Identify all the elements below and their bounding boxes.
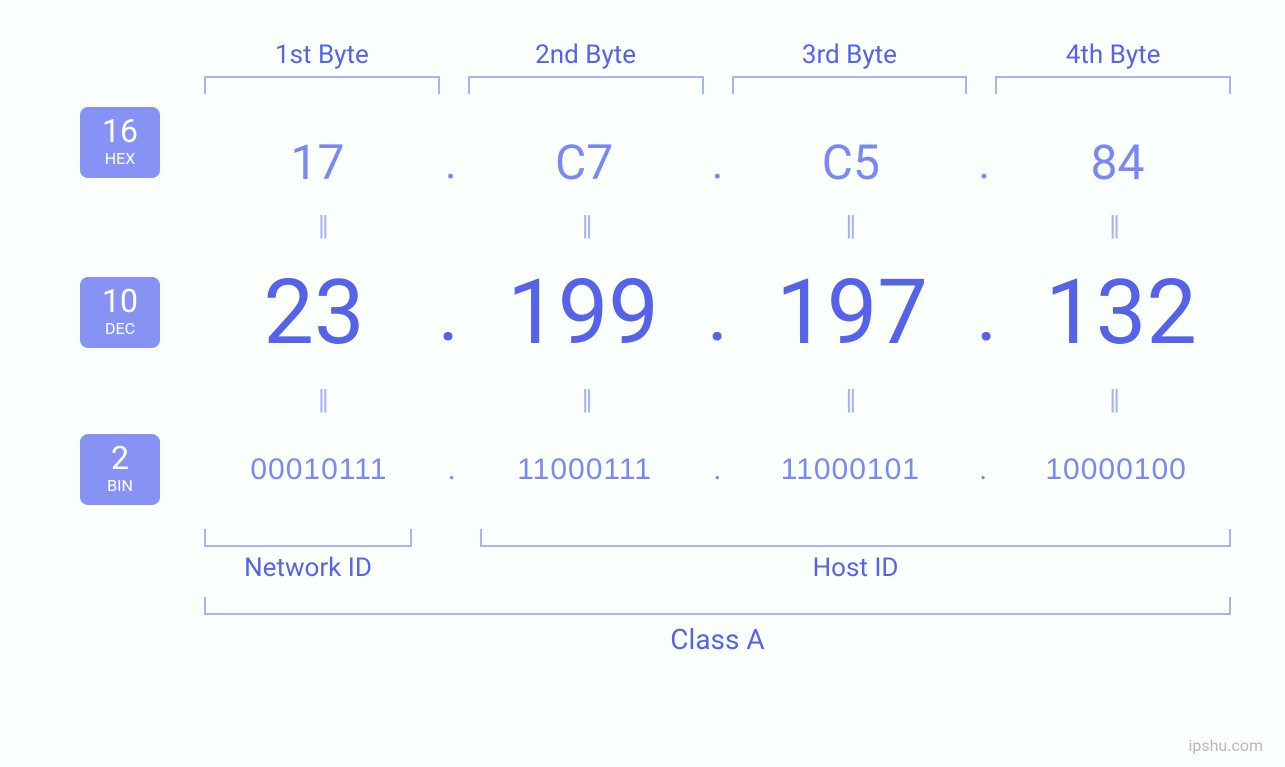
bin-byte-2: 11000111 [456,453,714,487]
dec-byte-2: 199 [459,260,707,365]
watermark: ipshu.com [1188,736,1263,755]
class-row: Class A [190,597,1245,656]
bracket-icon [204,76,440,94]
bin-badge-base: 2 [80,442,160,474]
dec-byte-1: 23 [190,260,438,365]
hex-byte-1: 17 [190,134,445,191]
equals-icon: || [981,191,1245,260]
equals-row-1: || || || || [190,191,1245,260]
id-row: Network ID Host ID [190,515,1245,583]
dot-separator: . [448,452,456,487]
dec-badge-base: 10 [80,285,160,317]
bin-badge: 2 BIN [80,434,160,505]
bracket-icon [480,529,1231,547]
bracket-icon [204,529,412,547]
dot-separator: . [707,266,728,360]
class-label: Class A [190,623,1245,656]
dot-separator: . [438,266,459,360]
dec-badge: 10 DEC [80,277,160,348]
dot-separator: . [976,266,997,360]
dec-byte-4: 132 [997,260,1245,365]
equals-row-2: || || || || [190,365,1245,434]
equals-icon: || [454,365,718,434]
equals-icon: || [190,191,454,260]
equals-icon: || [454,191,718,260]
hex-badge-base: 16 [80,115,160,147]
dot-separator: . [445,137,457,189]
bin-badge-label: BIN [80,476,160,495]
bracket-icon [995,76,1231,94]
network-id-label: Network ID [190,553,426,583]
equals-icon: || [190,365,454,434]
bin-byte-4: 10000100 [987,453,1245,487]
bin-byte-3: 11000101 [721,453,979,487]
bracket-icon [468,76,704,94]
byte-header-3: 3rd Byte [718,40,982,70]
bracket-icon [204,597,1231,615]
hex-badge-label: HEX [80,149,160,168]
hex-byte-3: C5 [723,134,978,191]
dot-separator: . [978,137,990,189]
dec-row: 23 . 199 . 197 . 132 [190,260,1245,365]
byte-header-2: 2nd Byte [454,40,718,70]
byte-header-1: 1st Byte [190,40,454,70]
equals-icon: || [718,191,982,260]
hex-badge: 16 HEX [80,107,160,178]
dot-separator: . [979,452,987,487]
hex-byte-2: C7 [457,134,712,191]
byte-header-4: 4th Byte [981,40,1245,70]
byte-brackets-row [190,76,1245,94]
hex-row: 17 . C7 . C5 . 84 [190,94,1245,191]
host-id-label: Host ID [466,553,1245,583]
dec-byte-3: 197 [728,260,976,365]
hex-byte-4: 84 [990,134,1245,191]
byte-headers-row: 1st Byte 2nd Byte 3rd Byte 4th Byte [190,40,1245,76]
equals-icon: || [981,365,1245,434]
equals-icon: || [718,365,982,434]
bin-byte-1: 00010111 [190,453,448,487]
dot-separator: . [712,137,724,189]
dec-badge-label: DEC [80,319,160,338]
bracket-icon [732,76,968,94]
bin-row: 00010111 . 11000111 . 11000101 . 1000010… [190,434,1245,505]
dot-separator: . [714,452,722,487]
